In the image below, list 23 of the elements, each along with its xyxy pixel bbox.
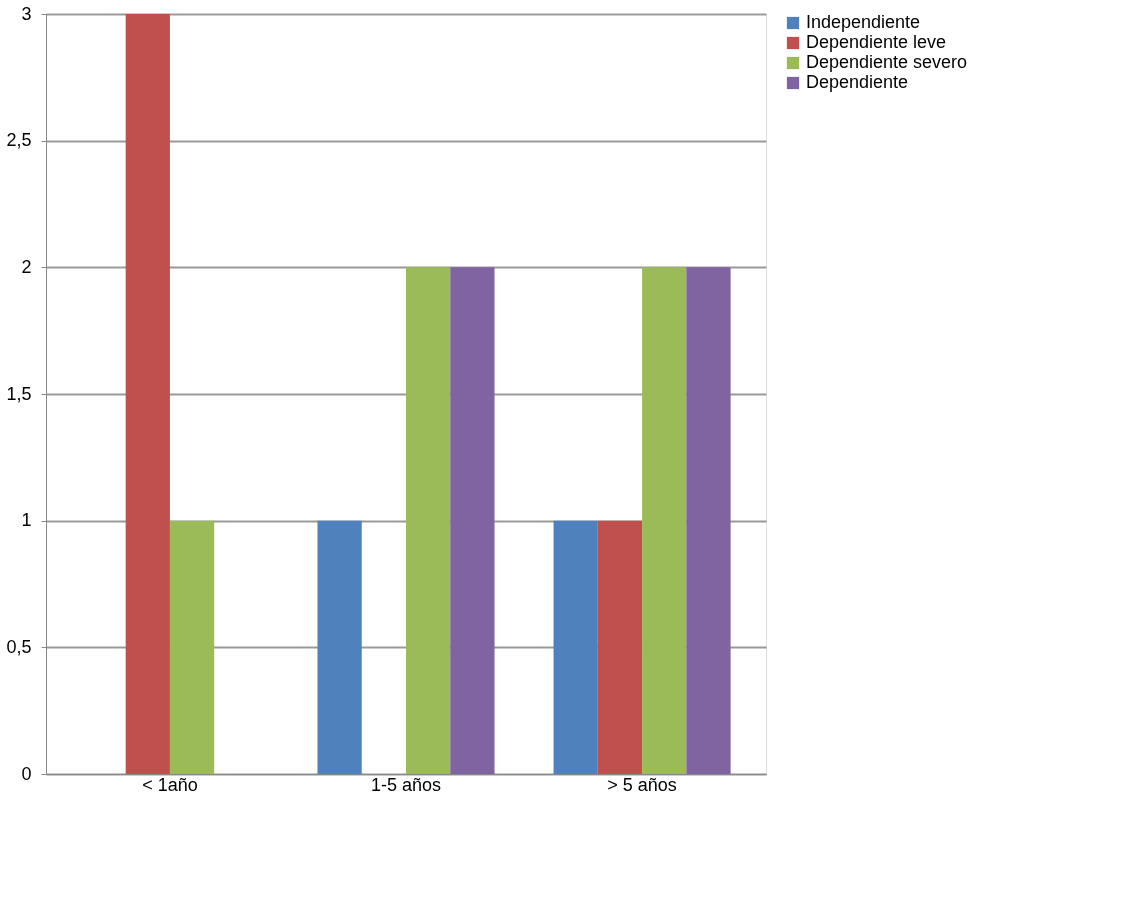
y-tick-label: 0	[21, 763, 32, 784]
legend-label: Dependiente leve	[806, 32, 947, 52]
y-tick-label: 1	[21, 510, 32, 531]
bar	[169, 520, 215, 774]
y-tick-label: 3	[21, 3, 32, 24]
y-tick-label: 1,5	[6, 383, 32, 404]
legend-label: Independiente	[806, 12, 921, 32]
y-tick-label: 2,5	[6, 130, 32, 151]
bar	[125, 14, 170, 774]
x-tick-label: > 5 años	[607, 774, 677, 795]
legend-label: Dependiente	[806, 72, 909, 92]
y-tick-label: 0,5	[6, 636, 32, 657]
bar	[553, 520, 598, 774]
bar	[597, 520, 643, 774]
x-tick-label: 1-5 años	[370, 774, 442, 795]
x-tick-label: < 1año	[142, 774, 198, 795]
y-tick-label: 2	[21, 256, 32, 277]
legend-label: Dependiente severo	[806, 52, 968, 72]
bar	[686, 267, 731, 774]
bar	[406, 267, 451, 774]
bar	[317, 520, 362, 774]
bar	[642, 267, 687, 774]
bar	[450, 267, 495, 774]
